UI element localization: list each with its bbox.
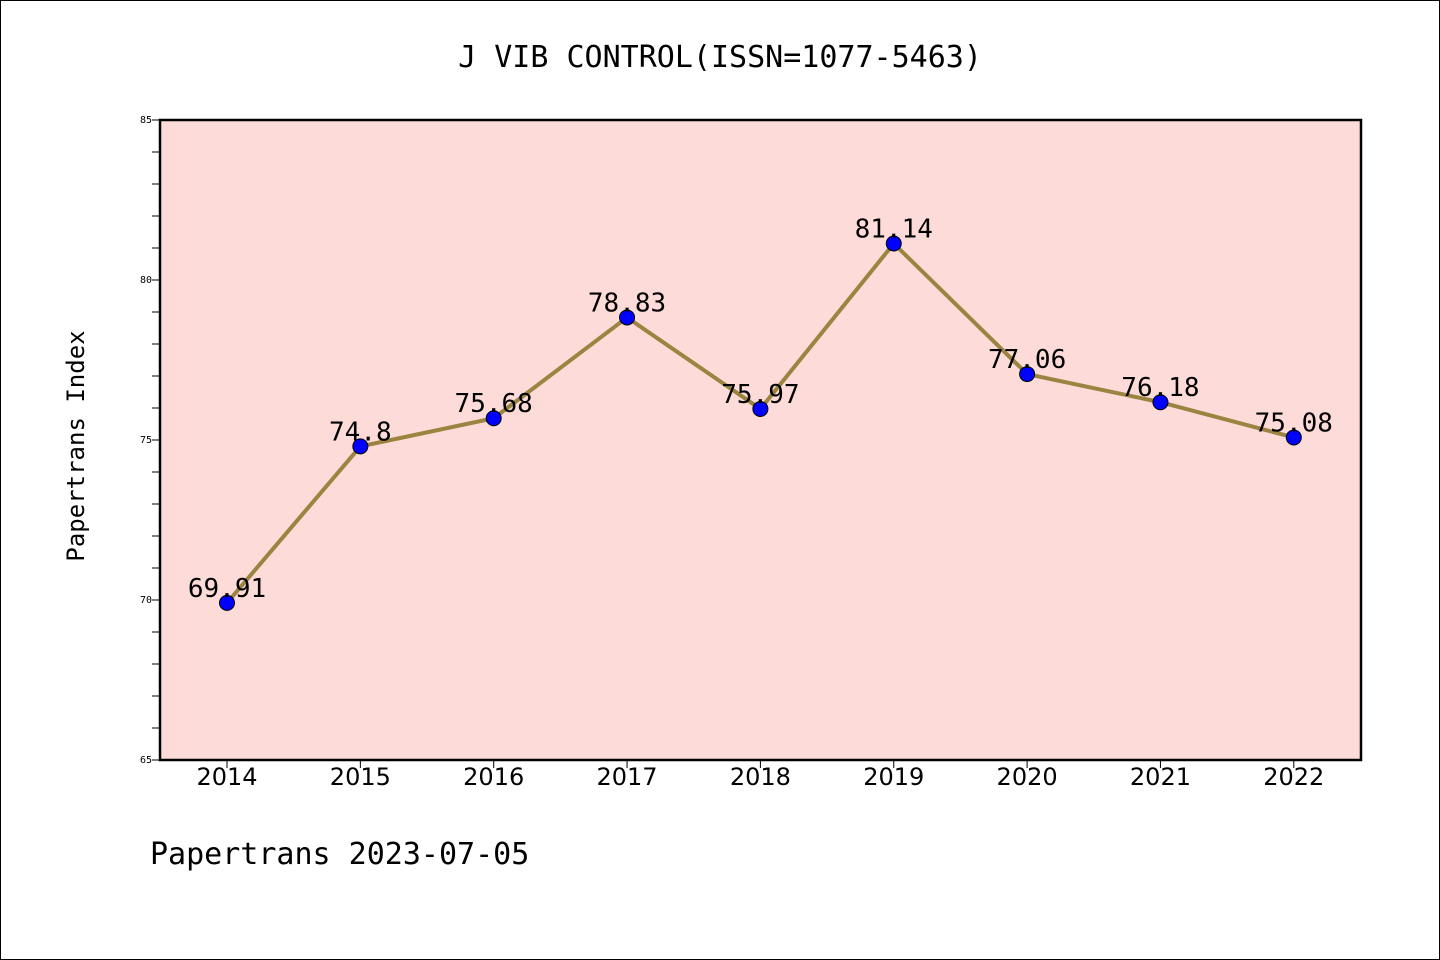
data-point-2016 — [485, 410, 502, 427]
data-labels-layer: 69.91 74.8 75.68 78.83 75.97 81.14 77.06 76.18 7… — [188, 215, 1333, 604]
x-tick-label: 2022 — [1263, 763, 1324, 791]
markers-layer — [219, 235, 1302, 611]
data-label-2015: 74.8 — [329, 417, 392, 447]
data-label-2018: 75.97 — [721, 380, 799, 410]
y-tick-label: 65 — [140, 755, 152, 766]
data-point-2015 — [352, 438, 369, 455]
data-point-2018 — [752, 400, 769, 417]
data-point-2019 — [885, 235, 902, 252]
data-label-2022: 75.08 — [1255, 408, 1333, 438]
data-point-2022 — [1285, 429, 1302, 446]
data-label-2014: 69.91 — [188, 574, 266, 604]
data-point-2021 — [1152, 394, 1169, 411]
x-tick-label: 2014 — [196, 763, 257, 791]
x-tick-label: 2017 — [597, 763, 658, 791]
x-tick-label: 2020 — [997, 763, 1058, 791]
footer-text: Papertrans 2023-07-05 — [150, 837, 529, 872]
y-tick-label: 70 — [140, 595, 152, 606]
y-tick-label: 75 — [140, 435, 152, 446]
data-label-2017: 78.83 — [588, 288, 666, 318]
data-point-2020 — [1019, 366, 1036, 383]
data-point-2014 — [219, 594, 235, 611]
y-tick-label: 80 — [140, 275, 152, 286]
x-tick-label: 2016 — [463, 763, 524, 791]
x-tick-label: 2018 — [730, 763, 791, 791]
x-tick-label: 2015 — [330, 763, 391, 791]
x-tick-label: 2021 — [1130, 763, 1191, 791]
chart-title: J VIB CONTROL(ISSN=1077-5463) — [458, 40, 982, 75]
y-tick-label: 85 — [140, 115, 152, 126]
data-point-2017 — [619, 309, 636, 326]
y-axis-label: Papertrans Index — [62, 330, 90, 561]
data-label-2019: 81.14 — [855, 215, 933, 245]
data-label-2020: 77.06 — [988, 345, 1066, 375]
plot-border — [158, 118, 1363, 762]
x-tick-label: 2019 — [863, 763, 924, 791]
data-label-2021: 76.18 — [1121, 373, 1199, 403]
data-label-2016: 75.68 — [455, 389, 533, 419]
x-axis-ticks: 2014 2015 2016 2017 2018 2019 2020 2021 2022 — [196, 760, 1324, 791]
y-axis-ticks: 65 70 75 80 85 — [140, 115, 160, 766]
